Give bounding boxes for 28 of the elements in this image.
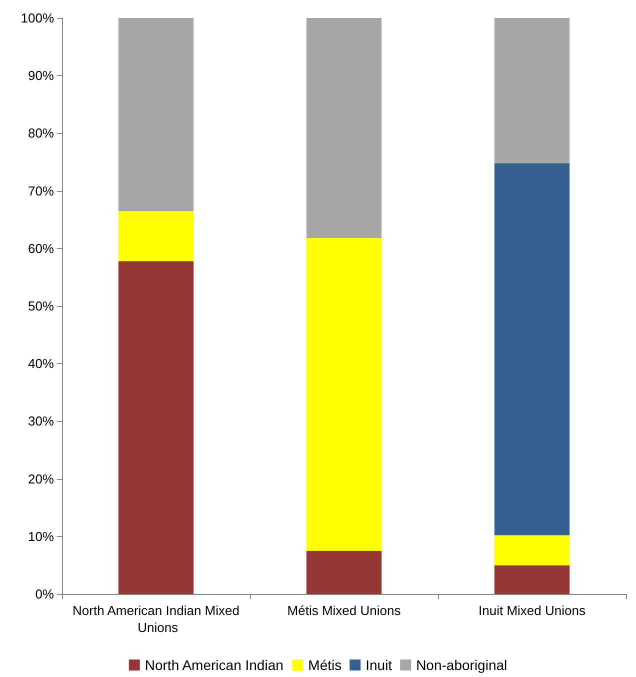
bar [494,163,570,536]
y-tick-label: 40% [28,356,54,372]
bar [494,565,570,594]
legend-label: Non-aboriginal [416,657,508,673]
y-tick-label: 60% [28,240,54,256]
y-tick-label: 30% [28,414,54,429]
y-tick-label: 10% [28,528,54,544]
x-tick-label: Métis Mixed Unions [287,603,402,618]
legend-label: Métis [308,657,342,673]
legend-label: North American Indian [144,657,284,673]
y-tick-label: 90% [28,68,54,84]
y-tick-label: 100% [20,10,54,26]
bar [494,535,570,566]
bar [118,210,194,262]
x-tick-label: North American Indian Mixed Unions [72,603,240,635]
bar [118,18,194,211]
bar [118,261,194,594]
bar [306,550,382,594]
y-tick-label: 70% [28,183,54,198]
y-tick-label: 80% [28,126,54,141]
bar [306,238,382,551]
x-tick-label: Inuit Mixed Unions [478,603,586,618]
legend-label: Inuit [366,657,392,673]
y-tick-label: 50% [28,298,54,314]
bar [306,18,382,238]
y-tick-label: 20% [28,471,54,486]
y-tick-label: 0% [35,586,54,602]
bar [494,18,570,164]
